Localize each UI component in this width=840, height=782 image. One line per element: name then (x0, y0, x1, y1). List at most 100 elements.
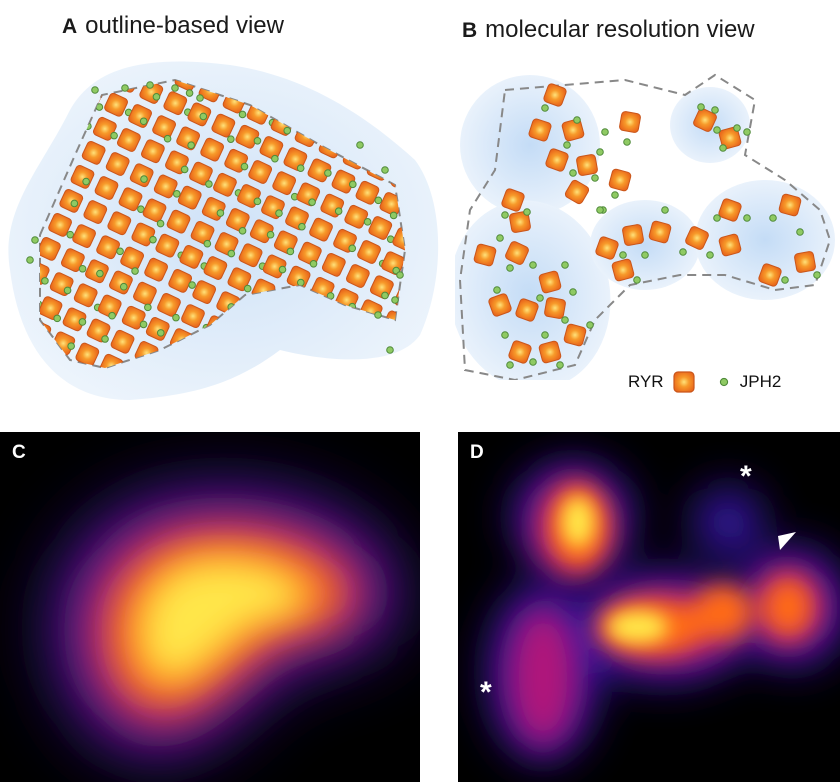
jph2-icon (711, 106, 719, 114)
ryr-icon (685, 226, 709, 250)
ryr-icon (352, 80, 377, 87)
ryr-icon (166, 209, 191, 234)
ryr-icon (508, 340, 532, 364)
jph2-icon (149, 235, 157, 244)
jph2-icon (623, 138, 631, 146)
ryr-icon (99, 353, 124, 368)
annotation-star-left: * (480, 676, 492, 709)
panel-a-diagram (8, 61, 439, 400)
jph2-icon (661, 206, 669, 214)
jph2-icon (66, 230, 75, 239)
ryr-icon (301, 360, 325, 368)
jph2-icon (280, 384, 287, 391)
panel-b-letter: B (462, 19, 478, 42)
jph2-icon (188, 281, 196, 289)
jph2-icon (296, 359, 304, 368)
ryr-icon (56, 80, 80, 95)
ryr-icon (213, 172, 237, 197)
ryr-icon (718, 198, 742, 222)
ryr-icon (758, 263, 782, 287)
ryr-icon (44, 94, 69, 119)
ryr-icon (133, 281, 157, 306)
jph2-icon (187, 141, 195, 150)
ryr-icon (144, 257, 169, 282)
ryr-icon (227, 267, 252, 292)
jph2-icon (156, 329, 165, 337)
jph2-icon (41, 277, 49, 285)
jph2-icon (139, 320, 148, 329)
panel-b-diagram (455, 73, 835, 380)
ryr-icon (528, 118, 552, 142)
jph2-icon (78, 318, 87, 326)
ryr-icon (718, 233, 742, 257)
ryr-icon (259, 136, 284, 160)
jph2-icon (556, 361, 564, 369)
jph2-icon (308, 198, 316, 206)
ryr-icon (81, 140, 106, 165)
jph2-icon (713, 214, 721, 222)
ryr-icon (794, 251, 816, 273)
jph2-icon (321, 373, 328, 380)
ryr-icon (200, 137, 225, 162)
ryr-icon (129, 163, 154, 188)
jph2-icon (501, 211, 509, 219)
ryr-icon (543, 83, 567, 107)
jph2-icon (813, 271, 821, 279)
jph2-icon (679, 248, 687, 256)
jph2-icon (254, 374, 261, 381)
panel-d-letter: D (470, 442, 484, 463)
ryr-icon (141, 139, 165, 164)
ryr-icon (509, 211, 531, 233)
legend: RYR JPH2 (628, 370, 781, 394)
panel-c-heatmap (55, 491, 398, 754)
jph2-icon (356, 141, 364, 149)
jph2-icon (569, 288, 577, 296)
ryr-icon (155, 233, 180, 258)
panel-b-outline (458, 73, 832, 380)
ryr-icon (152, 115, 176, 140)
ryr-icon (563, 323, 587, 347)
jph2-icon (619, 251, 627, 259)
ryr-icon (203, 256, 228, 280)
jph2-icon (596, 206, 604, 214)
ryr-icon (501, 188, 525, 212)
jph2-icon (344, 390, 351, 397)
jph2-icon (266, 230, 275, 239)
ryr-icon (40, 83, 45, 108)
jph2-icon (312, 80, 320, 88)
ryr-icon (61, 248, 85, 272)
jph2-icon (421, 158, 428, 165)
jph2-icon (108, 311, 116, 320)
ryr-icon (104, 92, 128, 117)
jph2-icon (523, 208, 531, 216)
ryr-icon (778, 193, 802, 217)
ryr-icon (177, 185, 202, 210)
ryr-icon (225, 208, 250, 232)
jph2-icon (110, 131, 118, 140)
jph2-icon (348, 244, 357, 253)
jph2-icon (131, 267, 139, 275)
jph2-icon (227, 135, 235, 143)
ryr-icon (538, 270, 562, 294)
jph2-icon (713, 126, 721, 134)
ryr-icon (107, 211, 132, 236)
ryr-icon (622, 224, 644, 246)
jph2-icon (253, 137, 262, 145)
ryr-icon (357, 240, 381, 264)
jph2-icon (69, 89, 78, 98)
jph2-icon (563, 141, 571, 149)
jph2-icon (611, 191, 619, 199)
jph2-icon (529, 358, 537, 366)
ryr-icon (187, 102, 212, 127)
ryr-icon (321, 252, 346, 277)
panel-d-heatmap (488, 462, 840, 762)
jph2-icon (185, 89, 194, 97)
jph2-icon (743, 214, 751, 222)
jph2-icon (203, 239, 212, 248)
jph2-icon (116, 247, 124, 256)
legend-jph2-label: JPH2 (739, 372, 782, 391)
ryr-icon (544, 297, 566, 319)
jph2-icon (119, 282, 128, 291)
ryr-icon (238, 243, 263, 268)
jph2-icon (31, 362, 38, 369)
